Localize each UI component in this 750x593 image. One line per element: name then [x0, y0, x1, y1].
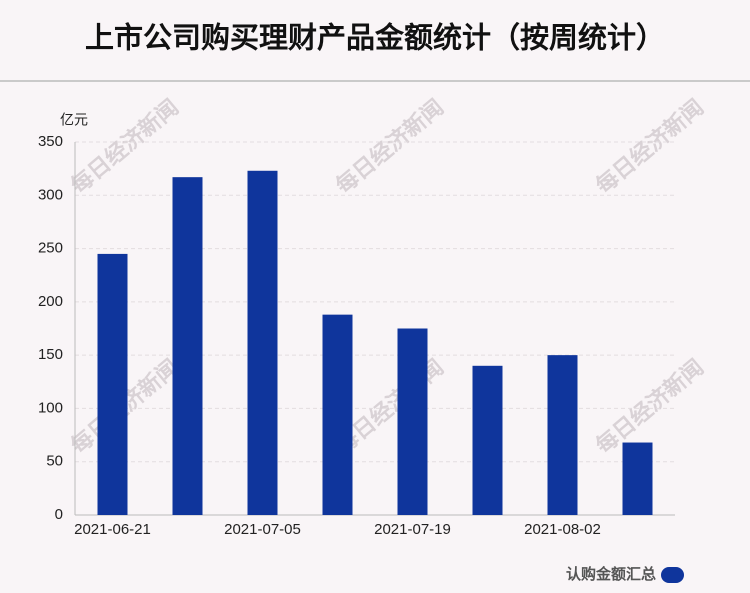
- y-tick-label: 150: [38, 346, 63, 363]
- y-axis-label: 亿元: [60, 112, 88, 128]
- y-tick-label: 250: [38, 240, 63, 257]
- x-tick-label: 2021-08-02: [524, 521, 601, 538]
- bar: [322, 314, 353, 515]
- bar: [547, 355, 578, 515]
- x-tick-label: 2021-06-21: [74, 521, 151, 538]
- bar: [472, 365, 503, 515]
- bar: [172, 177, 203, 515]
- legend-label: 认购金额汇总: [566, 565, 656, 583]
- bar: [97, 253, 128, 515]
- bar: [397, 328, 428, 515]
- x-tick-label: 2021-07-19: [374, 521, 451, 538]
- y-tick-label: 0: [55, 506, 63, 523]
- bar: [247, 170, 278, 515]
- y-tick-label: 50: [46, 453, 63, 470]
- y-tick-label: 100: [38, 399, 63, 416]
- y-tick-label: 300: [38, 186, 63, 203]
- bar: [622, 442, 653, 515]
- y-tick-label: 350: [38, 133, 63, 150]
- x-tick-label: 2021-07-05: [224, 521, 301, 538]
- y-tick-label: 200: [38, 293, 63, 310]
- legend-swatch: [661, 567, 684, 583]
- chart-title: 上市公司购买理财产品金额统计（按周统计）: [85, 21, 665, 55]
